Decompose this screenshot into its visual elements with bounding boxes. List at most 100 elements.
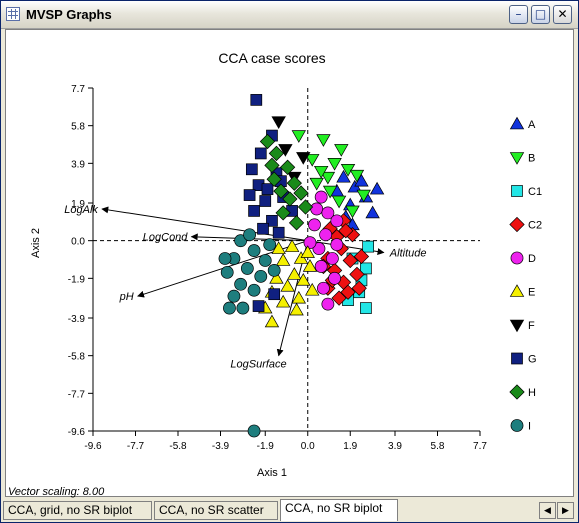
point-h bbox=[273, 183, 289, 199]
point-i bbox=[234, 277, 248, 291]
legend-label-i: I bbox=[528, 421, 531, 433]
point-b bbox=[316, 134, 331, 147]
point-i bbox=[254, 269, 268, 283]
x-tick-label: 1.9 bbox=[343, 441, 357, 452]
point-a bbox=[336, 169, 351, 183]
x-tick-label: -5.8 bbox=[169, 441, 187, 452]
point-d bbox=[321, 206, 335, 220]
vector-label-logalk: LogAlk bbox=[64, 204, 98, 216]
y-tick-label: -7.7 bbox=[68, 389, 86, 400]
legend-label-a: A bbox=[528, 119, 536, 131]
x-tick-label: 7.7 bbox=[473, 441, 487, 452]
point-d bbox=[314, 260, 328, 273]
point-e bbox=[296, 273, 311, 286]
point-c2 bbox=[340, 284, 356, 300]
point-h bbox=[279, 159, 296, 175]
point-d bbox=[310, 202, 324, 216]
point-g bbox=[250, 94, 263, 106]
point-h bbox=[288, 215, 305, 231]
legend-label-b: B bbox=[528, 153, 535, 165]
legend-label-g: G bbox=[528, 354, 537, 366]
scroll-right-button[interactable]: ▶ bbox=[557, 502, 574, 519]
legend-marker-d bbox=[510, 251, 524, 265]
cca-chart: CCA case scores -9.6 -7.7 -5.8 -3.9 -1.9 0.0 1… bbox=[30, 50, 542, 479]
point-i bbox=[258, 254, 272, 267]
point-f bbox=[278, 144, 293, 157]
point-i bbox=[247, 424, 261, 438]
point-d bbox=[330, 238, 344, 252]
point-c1 bbox=[360, 262, 372, 275]
y-tick-label: -9.6 bbox=[68, 427, 86, 438]
legend-label-c1: C1 bbox=[528, 186, 542, 198]
point-h bbox=[293, 185, 309, 201]
point-i bbox=[220, 265, 234, 279]
point-d bbox=[308, 218, 321, 232]
y-tick-label: 7.7 bbox=[71, 84, 85, 95]
legend-label-h: H bbox=[528, 387, 536, 399]
point-h bbox=[286, 175, 302, 191]
y-tick-label: 1.9 bbox=[71, 199, 85, 210]
point-d bbox=[312, 242, 326, 255]
point-e bbox=[280, 278, 295, 292]
point-e bbox=[264, 314, 280, 328]
tab-cca-grid-biplot[interactable]: CCA, grid, no SR biplot bbox=[3, 501, 152, 520]
point-g bbox=[243, 189, 256, 201]
vector-label-ph: pH bbox=[119, 291, 134, 303]
point-b bbox=[345, 205, 360, 219]
scroll-left-button[interactable]: ◀ bbox=[539, 502, 556, 519]
point-d bbox=[303, 236, 317, 250]
point-g bbox=[272, 226, 285, 239]
legend-marker-h bbox=[509, 384, 525, 400]
title-bar[interactable]: MVSP Graphs – □ ✕ bbox=[1, 1, 578, 29]
point-g bbox=[268, 288, 281, 301]
y-tick-label: 5.8 bbox=[71, 122, 85, 133]
x-tick-label: -9.6 bbox=[84, 441, 102, 452]
y-tick-label: -5.8 bbox=[68, 352, 86, 363]
point-i bbox=[263, 238, 277, 252]
point-e bbox=[275, 294, 291, 308]
maximize-button[interactable]: □ bbox=[531, 5, 550, 24]
x-tick-label: -1.9 bbox=[257, 441, 275, 452]
x-tick-label: -3.9 bbox=[212, 441, 230, 452]
point-h bbox=[275, 205, 291, 221]
point-d bbox=[319, 228, 333, 242]
point-d bbox=[321, 297, 335, 311]
minimize-button[interactable]: – bbox=[509, 5, 528, 24]
tab-cca-biplot[interactable]: CCA, no SR biplot bbox=[280, 499, 398, 521]
legend-marker-c2 bbox=[509, 216, 525, 233]
point-i bbox=[247, 283, 261, 297]
point-c2 bbox=[331, 290, 347, 306]
y-tick-label: 3.9 bbox=[71, 159, 85, 170]
point-h bbox=[259, 133, 276, 150]
point-d bbox=[328, 271, 341, 285]
point-e bbox=[300, 245, 315, 258]
point-i bbox=[267, 264, 281, 277]
point-d bbox=[317, 281, 330, 295]
point-b bbox=[322, 185, 338, 199]
legend-label-e: E bbox=[528, 287, 535, 299]
point-e bbox=[275, 253, 291, 266]
point-e bbox=[269, 271, 284, 284]
point-g bbox=[266, 214, 278, 227]
close-button[interactable]: ✕ bbox=[553, 5, 572, 24]
x-tick-label: 0.0 bbox=[301, 441, 315, 452]
point-c2 bbox=[342, 252, 358, 269]
point-h bbox=[266, 171, 282, 187]
legend-marker-c1 bbox=[511, 185, 523, 197]
chart-title: CCA case scores bbox=[218, 50, 325, 66]
point-a bbox=[365, 205, 380, 219]
point-d bbox=[314, 190, 328, 204]
point-i bbox=[240, 262, 254, 275]
point-d bbox=[325, 252, 339, 265]
y-tick-label: 0.0 bbox=[71, 237, 85, 248]
point-h bbox=[282, 191, 298, 207]
legend-marker-i bbox=[510, 419, 524, 432]
point-g bbox=[248, 205, 260, 217]
point-c2 bbox=[338, 223, 354, 239]
point-g bbox=[252, 300, 265, 312]
tab-cca-scatter[interactable]: CCA, no SR scatter bbox=[154, 501, 278, 520]
point-e bbox=[284, 239, 300, 252]
point-e bbox=[271, 241, 286, 254]
point-e bbox=[287, 267, 302, 280]
